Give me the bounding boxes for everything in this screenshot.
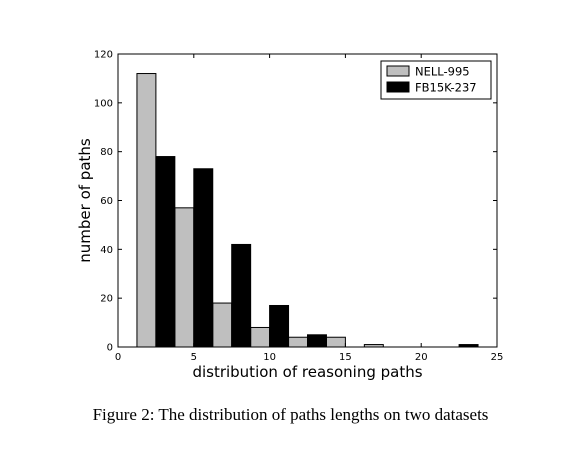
x-tick-label-20: 20 — [415, 352, 428, 363]
y-tick-label-60: 60 — [100, 196, 113, 207]
bar-nell-995-1 — [174, 207, 195, 348]
legend-swatch-fb15k-237 — [386, 81, 410, 93]
x-tick-label-25: 25 — [491, 352, 504, 363]
y-axis-label: number of paths — [76, 138, 94, 263]
y-tick-label-0: 0 — [107, 343, 113, 354]
bar-nell-995-2 — [212, 302, 233, 348]
x-tick-label-0: 0 — [115, 352, 121, 363]
bar-fb15k-237-1 — [193, 168, 214, 348]
x-tick-label-5: 5 — [191, 352, 197, 363]
y-tick-label-100: 100 — [94, 98, 113, 109]
bar-fb15k-237-0 — [155, 156, 176, 348]
y-tick-label-40: 40 — [100, 245, 113, 256]
bar-nell-995-0 — [136, 73, 157, 348]
figure-caption: Figure 2: The distribution of paths leng… — [92, 405, 489, 424]
y-tick-label-120: 120 — [94, 50, 113, 61]
bar-nell-995-3 — [250, 326, 271, 348]
x-axis-label: distribution of reasoning paths — [192, 363, 422, 381]
bar-nell-995-5 — [325, 336, 346, 348]
legend-label-fb15k-237: FB15K-237 — [415, 81, 477, 95]
legend-label-nell-995: NELL-995 — [415, 65, 470, 79]
bar-nell-995-4 — [288, 336, 308, 348]
bar-fb15k-237-4 — [307, 334, 327, 348]
legend-swatch-nell-995 — [386, 65, 410, 77]
x-tick-label-15: 15 — [339, 352, 352, 363]
bar-chart: 0 20 40 60 80 100 120 0 5 10 15 20 25 distribution of… — [76, 50, 504, 382]
y-tick-label-80: 80 — [100, 147, 113, 158]
x-tick-label-10: 10 — [263, 352, 276, 363]
bar-fb15k-237-2 — [231, 243, 252, 348]
y-tick-label-20: 20 — [100, 294, 113, 305]
bar-fb15k-237-3 — [269, 304, 290, 348]
